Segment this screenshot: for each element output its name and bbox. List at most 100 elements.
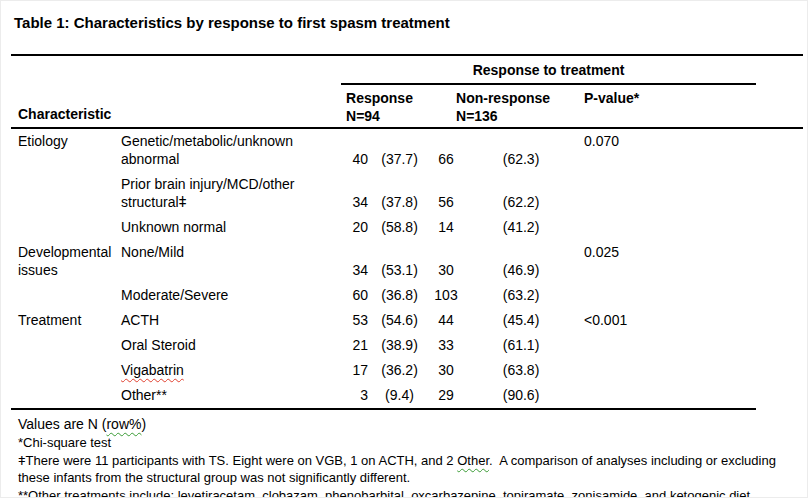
cell-n-response: 17 [341, 358, 373, 383]
cell-pct-response: (9.4) [373, 383, 426, 408]
footnote-text: and ketogenic diet [641, 488, 750, 498]
cell-group [11, 215, 121, 240]
cell-group: Etiology [11, 128, 121, 172]
table-header: Characteristic Response to treatment Res… [11, 55, 803, 128]
cell-pct-nonresponse: (45.4) [466, 308, 576, 333]
cell-label: Genetic/metabolic/unknown abnormal [121, 128, 341, 172]
cell-pct-response: (37.7) [373, 128, 426, 172]
cell-n-response: 34 [341, 240, 373, 283]
footnote: **Other treatments include: levetiraceta… [18, 487, 804, 498]
cell-pct-nonresponse: (62.3) [466, 128, 576, 172]
table-row: TreatmentACTH53(54.6)44(45.4)<0.001 [11, 308, 803, 333]
cell-pct-response: (38.9) [373, 333, 426, 358]
cell-pct-response: (36.2) [373, 358, 426, 383]
cell-n-nonresponse: 56 [426, 172, 466, 215]
cell-label: Prior brain injury/MCD/other structuralǂ [121, 172, 341, 215]
cell-pvalue [576, 333, 803, 358]
table-row: Developmental issuesNone/Mild34(53.1)30(… [11, 240, 803, 283]
response-n: N=94 [346, 107, 426, 125]
spanner-row: Characteristic Response to treatment [11, 55, 803, 85]
cell-n-nonresponse: 14 [426, 215, 466, 240]
cell-group [11, 383, 121, 408]
cell-label: Moderate/Severe [121, 283, 341, 308]
cell-pvalue: 0.025 [576, 240, 803, 283]
grammar-flagged-word: Other [457, 453, 489, 468]
cell-n-response: 34 [341, 172, 373, 215]
footnote: Values are N (row%) [18, 415, 804, 433]
cell-group [11, 172, 121, 215]
table-row: Moderate/Severe60(36.8)103(63.2) [11, 283, 803, 308]
document-page: Table 1: Characteristics by response to … [0, 0, 808, 498]
cell-pct-response: (53.1) [373, 240, 426, 283]
table-row: Vigabatrin 17(36.2)30(63.8) [11, 358, 803, 383]
footnote: *Chi-square test [18, 434, 804, 451]
cell-n-response: 20 [341, 215, 373, 240]
table-row: Prior brain injury/MCD/other structuralǂ… [11, 172, 803, 215]
cell-group: Developmental issues [11, 240, 121, 283]
cell-n-nonresponse: 29 [426, 383, 466, 408]
cell-pct-nonresponse: (90.6) [466, 383, 576, 408]
cell-pvalue: 0.070 [576, 128, 803, 172]
cell-pvalue [576, 172, 803, 215]
cell-pvalue [576, 358, 803, 383]
cell-group [11, 283, 121, 308]
misspelled-word: Vigabatrin [121, 362, 184, 378]
spanner-label: Response to treatment [341, 61, 756, 85]
cell-n-nonresponse: 44 [426, 308, 466, 333]
footnote-text: *Chi-square test [18, 435, 111, 450]
cell-n-nonresponse: 66 [426, 128, 466, 172]
misspelled-word: levetiracetam, [178, 488, 259, 498]
cell-label: Other** [121, 383, 341, 408]
table-row: Unknown normal20(58.8)14(41.2) [11, 215, 803, 240]
cell-n-nonresponse: 30 [426, 240, 466, 283]
cell-pct-response: (58.8) [373, 215, 426, 240]
cell-n-response: 21 [341, 333, 373, 358]
cell-label: Oral Steroid [121, 333, 341, 358]
cell-group: Treatment [11, 308, 121, 333]
cell-n-response: 3 [341, 383, 373, 408]
cell-label: ACTH [121, 308, 341, 333]
table-body: EtiologyGenetic/metabolic/unknown abnorm… [11, 128, 803, 408]
cell-pvalue [576, 383, 803, 408]
footnote-text: ) [141, 416, 146, 432]
cell-pct-nonresponse: (63.2) [466, 283, 576, 308]
cell-pct-nonresponse: (46.9) [466, 240, 576, 283]
cell-pvalue: <0.001 [576, 308, 803, 333]
cell-label: Unknown normal [121, 215, 341, 240]
cell-label: Vigabatrin [121, 358, 341, 383]
cell-pct-response: (37.8) [373, 172, 426, 215]
cell-group [11, 358, 121, 383]
nonresponse-label: Non-response [456, 89, 576, 107]
cell-n-response: 40 [341, 128, 373, 172]
column-header-response: Response N=94 [341, 85, 426, 128]
column-header-nonresponse: Non-response N=136 [426, 85, 576, 128]
grammar-flagged-word: row% [106, 416, 141, 432]
cell-pct-nonresponse: (41.2) [466, 215, 576, 240]
cell-pvalue [576, 215, 803, 240]
nonresponse-n: N=136 [456, 107, 576, 125]
cell-label: None/Mild [121, 240, 341, 283]
cell-n-response: 60 [341, 283, 373, 308]
misspelled-word: oxcarbazepine, [411, 488, 499, 498]
cell-pct-response: (54.6) [373, 308, 426, 333]
table-row: Oral Steroid21(38.9)33(61.1) [11, 333, 803, 358]
footnote-text: phenobarbital, [322, 488, 412, 498]
cell-group [11, 333, 121, 358]
footnote-text: Values are N ( [18, 416, 106, 432]
cell-pct-nonresponse: (61.1) [466, 333, 576, 358]
cell-pct-nonresponse: (63.8) [466, 358, 576, 383]
spanner-cell: Response to treatment [341, 55, 803, 85]
cell-n-response: 53 [341, 308, 373, 333]
misspelled-word: clobazam, [262, 488, 321, 498]
column-header-pvalue: P-value* [576, 85, 803, 128]
misspelled-word: topiramate, [503, 488, 568, 498]
footnotes: Values are N (row%) *Chi-square test ǂTher… [18, 415, 807, 498]
characteristics-table: Characteristic Response to treatment Res… [11, 54, 803, 408]
cell-n-nonresponse: 33 [426, 333, 466, 358]
footnote: ǂThere were 11 participants with TS. Eig… [18, 452, 804, 486]
table-row: Other**3(9.4)29(90.6) [11, 383, 803, 408]
cell-pct-response: (36.8) [373, 283, 426, 308]
cell-n-nonresponse: 30 [426, 358, 466, 383]
response-label: Response [346, 89, 426, 107]
footnote-text: ǂThere were 11 participants with TS. Eig… [18, 453, 457, 468]
